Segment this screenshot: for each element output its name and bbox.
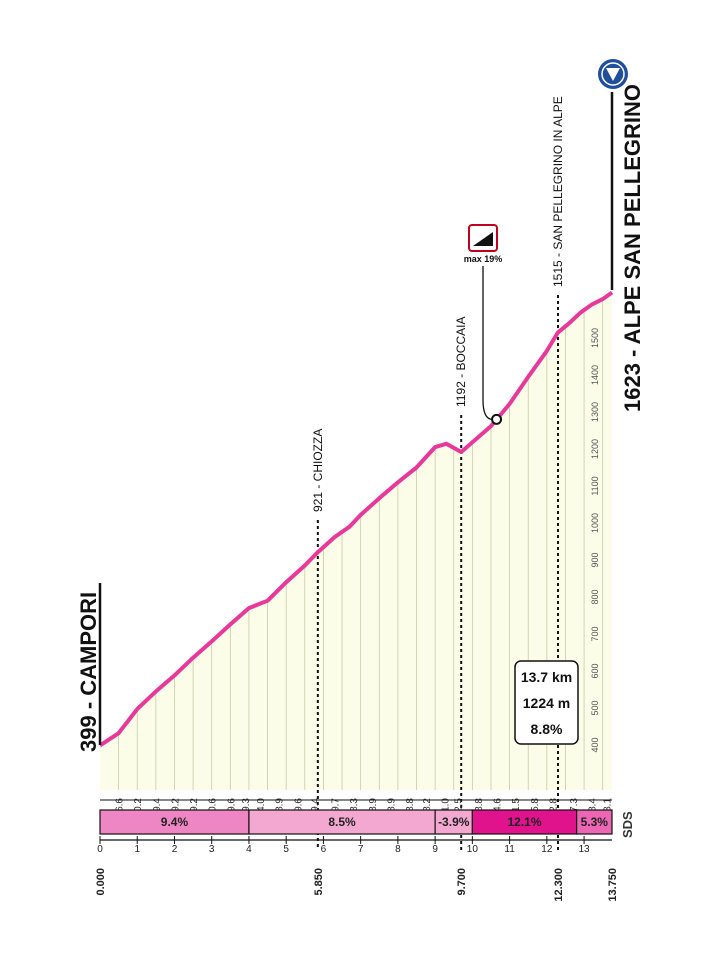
sds-label: SDS bbox=[620, 811, 635, 838]
gradient-segment-label: -3.9% bbox=[438, 815, 470, 829]
gradient-label: 8.2 bbox=[422, 798, 433, 812]
distance-label: 9.700 bbox=[456, 868, 468, 896]
gradient-labels: 6.6 10.2 9.4 9.2 9.2 10.6 9.6 9.3 4.0 8.9 9.6 9.4 9.… bbox=[100, 798, 613, 818]
gradient-label: 10.6 bbox=[208, 798, 219, 818]
km-ticks: 0 1 2 3 4 5 6 7 8 9 10 11 12 13 bbox=[97, 836, 590, 855]
gradient-label: 9.7 bbox=[331, 798, 342, 812]
max-gradient-badge: max 19% bbox=[464, 224, 503, 264]
climb-stats-box: 13.7 km 1224 m 8.8% bbox=[514, 660, 579, 745]
km-tick-label: 6 bbox=[321, 844, 327, 855]
gradient-label: 8.8 bbox=[474, 798, 485, 812]
grid-lines bbox=[118, 299, 604, 790]
km-tick-label: 1 bbox=[134, 844, 140, 855]
gradient-segment-label: 12.1% bbox=[507, 815, 541, 829]
gradient-segments-bar: 9.4% 8.5% -3.9% 12.1% 5.3% bbox=[99, 809, 613, 841]
km-tick-label: 3 bbox=[209, 844, 215, 855]
km-tick-label: 9 bbox=[432, 844, 438, 855]
km-tick-label: 0 bbox=[97, 844, 103, 855]
km-tick-label: 10 bbox=[467, 844, 479, 855]
elevation-tick-label: 1200 bbox=[590, 439, 600, 459]
stats-distance: 13.7 km bbox=[521, 669, 572, 685]
gradient-segment bbox=[576, 809, 613, 835]
finish-icon bbox=[598, 59, 628, 89]
waypoint-label: 921 - CHIOZZA bbox=[311, 429, 325, 512]
elevation-tick-label: 500 bbox=[590, 700, 600, 715]
elevation-tick-labels: 400 500 600 700 800 900 1000 1100 1200 1300 1400 15… bbox=[590, 328, 600, 753]
elevation-tick-label: 1500 bbox=[590, 328, 600, 348]
elevation-tick-label: 1100 bbox=[590, 476, 600, 495]
gradient-label: 2.5 bbox=[453, 798, 464, 812]
elevation-tick-label: 1400 bbox=[590, 365, 600, 385]
gradient-label: 4.0 bbox=[256, 798, 267, 812]
elevation-tick-label: 800 bbox=[590, 589, 600, 604]
waypoint-lines bbox=[316, 295, 560, 850]
km-tick-label: 8 bbox=[395, 844, 401, 855]
gradient-label: 9.6 bbox=[293, 798, 304, 812]
max-gradient-marker bbox=[491, 413, 503, 425]
distance-label: 0.000 bbox=[95, 868, 107, 896]
gradient-label: 8.9 bbox=[368, 798, 379, 812]
km-tick-label: 5 bbox=[283, 844, 289, 855]
elevation-tick-label: 1300 bbox=[590, 402, 600, 422]
elevation-tick-label: 700 bbox=[590, 626, 600, 641]
km-tick-label: 7 bbox=[358, 844, 364, 855]
waypoint-labels: 921 - CHIOZZA 1192 - BOCCAIA 1515 - SAN PE… bbox=[311, 96, 565, 512]
gradient-label: 7.3 bbox=[569, 798, 580, 812]
profile-area bbox=[100, 292, 612, 790]
gradient-label: 9.6 bbox=[226, 798, 237, 812]
gradient-segment bbox=[248, 809, 436, 835]
waypoint-label: 1192 - BOCCAIA bbox=[454, 317, 468, 407]
elevation-tick-label: 400 bbox=[590, 737, 600, 752]
distance-label: 12.300 bbox=[553, 868, 565, 902]
elevation-tick-label: 1000 bbox=[590, 513, 600, 533]
gradient-label: 9.4 bbox=[310, 798, 321, 812]
gradient-label: 9.3 bbox=[241, 798, 252, 812]
gradient-segment-label: 8.5% bbox=[328, 815, 356, 829]
gradient-label: 9.4 bbox=[152, 798, 163, 812]
gradient-label: 8.9 bbox=[386, 798, 397, 812]
gradient-label: 10.2 bbox=[133, 798, 144, 818]
gradient-label: 9.2 bbox=[170, 798, 181, 812]
elevation-tick-label: 600 bbox=[590, 663, 600, 678]
gradient-label: 9.2 bbox=[189, 798, 200, 812]
gradient-label: 11.5 bbox=[511, 798, 522, 817]
gradient-label: 8.8 bbox=[405, 798, 416, 812]
finish-label: 1623 - ALPE SAN PELLEGRINO bbox=[620, 84, 645, 412]
gradient-label: 14.6 bbox=[493, 798, 504, 818]
gradient-label: 8.9 bbox=[275, 798, 286, 812]
gradient-label: 1.0 bbox=[440, 798, 451, 812]
gradient-label: 12.8 bbox=[548, 798, 559, 818]
max-gradient-leader bbox=[482, 266, 493, 421]
gradient-segment-label: 9.4% bbox=[161, 815, 189, 829]
max-gradient-label: max 19% bbox=[464, 254, 503, 264]
start-label: 399 - CAMPORI bbox=[76, 592, 101, 752]
gradient-label: 3.1 bbox=[602, 798, 613, 812]
gradient-label: 8.3 bbox=[349, 798, 360, 812]
gradient-segment bbox=[471, 809, 578, 835]
distance-labels: 0.000 5.850 9.700 12.300 13.750 bbox=[95, 868, 619, 902]
km-tick-label: 13 bbox=[579, 844, 591, 855]
gradient-segment-label: 5.3% bbox=[581, 815, 609, 829]
distance-label: 5.850 bbox=[313, 868, 325, 896]
stats-avg: 8.8% bbox=[531, 721, 563, 737]
distance-label: 13.750 bbox=[607, 868, 619, 902]
stats-gain: 1224 m bbox=[523, 695, 570, 711]
km-tick-label: 12 bbox=[541, 844, 553, 855]
gradient-label: 6.6 bbox=[115, 798, 126, 812]
km-tick-label: 11 bbox=[504, 844, 515, 855]
gradient-label: 15.8 bbox=[530, 798, 541, 818]
waypoint-label: 1515 - SAN PELLEGRINO IN ALPE bbox=[551, 96, 565, 287]
km-tick-label: 4 bbox=[246, 844, 252, 855]
km-tick-label: 2 bbox=[172, 844, 178, 855]
gradient-label: 8.4 bbox=[588, 798, 599, 812]
elevation-tick-label: 900 bbox=[590, 552, 600, 567]
elevation-profile-line bbox=[98, 290, 614, 748]
